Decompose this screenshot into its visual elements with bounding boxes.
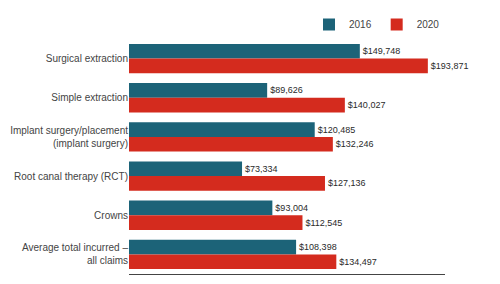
svg-text:$73,334: $73,334 bbox=[245, 164, 278, 174]
svg-text:2020: 2020 bbox=[417, 19, 440, 30]
svg-text:$108,398: $108,398 bbox=[299, 242, 337, 252]
svg-text:$127,136: $127,136 bbox=[328, 178, 366, 188]
svg-text:2016: 2016 bbox=[349, 19, 372, 30]
svg-text:$93,004: $93,004 bbox=[275, 203, 308, 213]
svg-text:$120,485: $120,485 bbox=[318, 125, 356, 135]
svg-text:Average total incurred –all cl: Average total incurred –all claims bbox=[22, 242, 128, 266]
svg-text:Surgical extraction: Surgical extraction bbox=[46, 53, 128, 64]
svg-text:$112,545: $112,545 bbox=[305, 218, 342, 228]
svg-text:$140,027: $140,027 bbox=[348, 100, 386, 110]
svg-text:Implant surgery/placement(impl: Implant surgery/placement(implant surger… bbox=[10, 125, 128, 149]
svg-text:$149,748: $149,748 bbox=[363, 46, 401, 56]
svg-text:$89,626: $89,626 bbox=[270, 85, 303, 95]
svg-text:Root canal therapy (RCT): Root canal therapy (RCT) bbox=[14, 171, 128, 182]
svg-text:$134,497: $134,497 bbox=[339, 257, 377, 267]
svg-text:$132,246: $132,246 bbox=[336, 139, 374, 149]
svg-text:$193,871: $193,871 bbox=[431, 61, 469, 71]
svg-text:Crowns: Crowns bbox=[94, 210, 128, 221]
svg-text:Simple extraction: Simple extraction bbox=[51, 92, 128, 103]
